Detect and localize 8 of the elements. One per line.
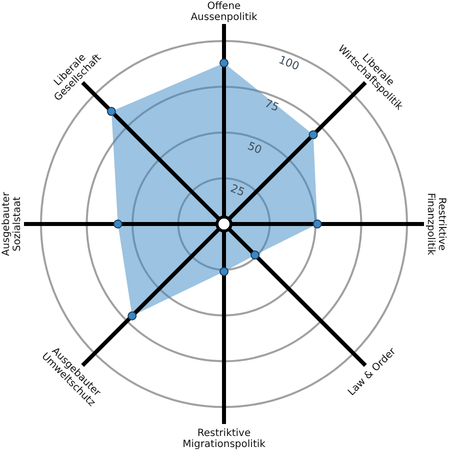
spoke-label: Restriktive Finanzpolitik bbox=[425, 192, 447, 256]
y-tick-label: 75 bbox=[262, 96, 281, 114]
spoke-label: Offene Aussenpolitik bbox=[190, 1, 258, 23]
y-tick-label: 50 bbox=[246, 139, 264, 157]
y-tick-label: 25 bbox=[228, 182, 247, 200]
y-tick-label: 100 bbox=[276, 53, 302, 74]
spoke-label: Restriktive Migrationspolitik bbox=[182, 428, 266, 450]
spoke-label: Ausgebauter Sozialstaat bbox=[1, 191, 23, 256]
